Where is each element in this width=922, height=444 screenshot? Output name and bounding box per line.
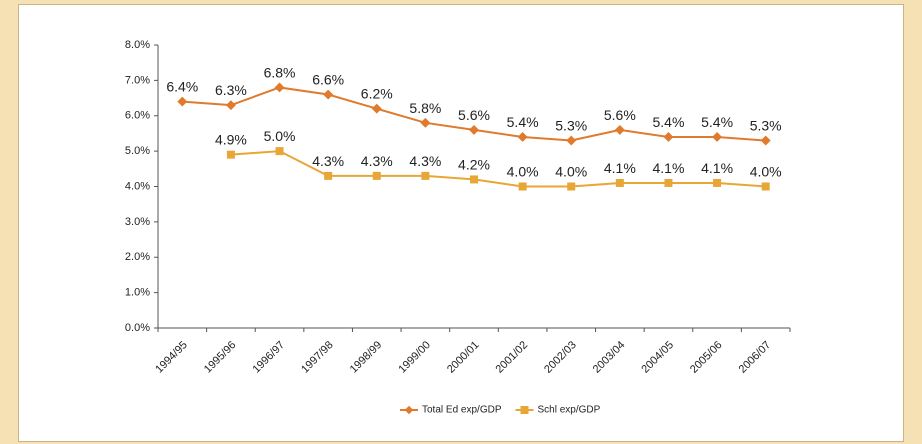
data-label: 5.8% — [409, 100, 441, 116]
data-label: 4.0% — [750, 164, 782, 180]
data-point — [372, 171, 381, 180]
data-label: 5.0% — [264, 128, 296, 144]
data-point — [323, 89, 334, 100]
data-point — [566, 135, 577, 146]
data-point — [664, 178, 673, 187]
legend-marker — [520, 406, 529, 414]
data-point — [371, 103, 382, 114]
data-label: 5.6% — [604, 107, 636, 123]
data-label: 4.3% — [312, 153, 344, 169]
data-point — [226, 150, 235, 159]
data-label: 4.1% — [701, 160, 733, 176]
x-tick-label: 1994/95 — [153, 339, 190, 376]
y-tick-label: 1.0% — [125, 287, 150, 299]
data-point — [663, 132, 674, 142]
data-point — [614, 124, 625, 135]
data-point — [274, 82, 285, 93]
frame — [18, 4, 904, 442]
y-tick-label: 3.0% — [125, 216, 150, 228]
data-point — [517, 132, 528, 142]
data-point — [713, 178, 722, 187]
data-label: 6.6% — [312, 72, 344, 88]
x-tick-label: 1996/97 — [251, 339, 288, 376]
data-label: 6.4% — [166, 79, 198, 95]
data-label: 6.3% — [215, 82, 247, 98]
series-line — [230, 150, 766, 188]
y-tick-label: 5.0% — [125, 145, 150, 157]
data-point — [225, 100, 236, 111]
data-label: 5.3% — [555, 118, 587, 134]
data-point — [177, 96, 188, 107]
data-label: 6.2% — [361, 86, 393, 102]
x-tick-label: 1995/96 — [202, 339, 239, 376]
x-tick-label: 1997/98 — [299, 339, 336, 376]
data-point — [420, 117, 431, 128]
x-tick-label: 2002/03 — [542, 339, 579, 376]
data-label: 4.1% — [653, 160, 685, 176]
data-label: 4.0% — [507, 164, 539, 180]
data-point — [275, 147, 284, 156]
data-point — [712, 132, 723, 142]
data-label: 4.2% — [458, 156, 490, 172]
data-point — [615, 178, 624, 187]
data-point — [469, 124, 479, 135]
data-point — [518, 182, 527, 191]
legend-label: Total Ed exp/GDP — [422, 405, 502, 416]
x-tick-label: 2000/01 — [445, 339, 482, 376]
x-tick-label: 2006/07 — [737, 339, 774, 376]
x-tick-label: 1999/00 — [396, 339, 433, 376]
data-point — [470, 175, 478, 184]
x-tick-label: 2001/02 — [494, 339, 531, 376]
data-label: 5.4% — [701, 114, 733, 130]
data-label: 4.9% — [215, 132, 247, 148]
legend-marker — [404, 405, 414, 415]
data-point — [567, 182, 576, 191]
data-label: 5.4% — [653, 114, 685, 130]
x-tick-label: 2004/05 — [639, 339, 676, 376]
data-point — [761, 182, 770, 191]
data-point — [760, 135, 771, 146]
y-tick-label: 7.0% — [125, 74, 150, 86]
x-tick-label: 2005/06 — [688, 339, 725, 376]
data-label: 6.8% — [264, 64, 296, 80]
x-tick-label: 1998/99 — [348, 339, 385, 376]
y-tick-label: 6.0% — [125, 110, 150, 122]
y-tick-label: 4.0% — [125, 180, 150, 192]
data-label: 4.3% — [361, 153, 393, 169]
x-tick-label: 2003/04 — [591, 339, 628, 376]
y-tick-label: 2.0% — [125, 251, 150, 263]
data-label: 4.1% — [604, 160, 636, 176]
y-tick-label: 0.0% — [125, 322, 150, 334]
legend-label: Schl exp/GDP — [537, 405, 600, 416]
data-label: 5.3% — [750, 118, 782, 134]
data-point — [324, 171, 333, 180]
data-label: 5.6% — [458, 107, 490, 123]
data-label: 4.3% — [409, 153, 441, 169]
y-tick-label: 8.0% — [125, 39, 150, 51]
data-label: 5.4% — [507, 114, 539, 130]
data-point — [421, 171, 430, 180]
data-label: 4.0% — [555, 164, 587, 180]
